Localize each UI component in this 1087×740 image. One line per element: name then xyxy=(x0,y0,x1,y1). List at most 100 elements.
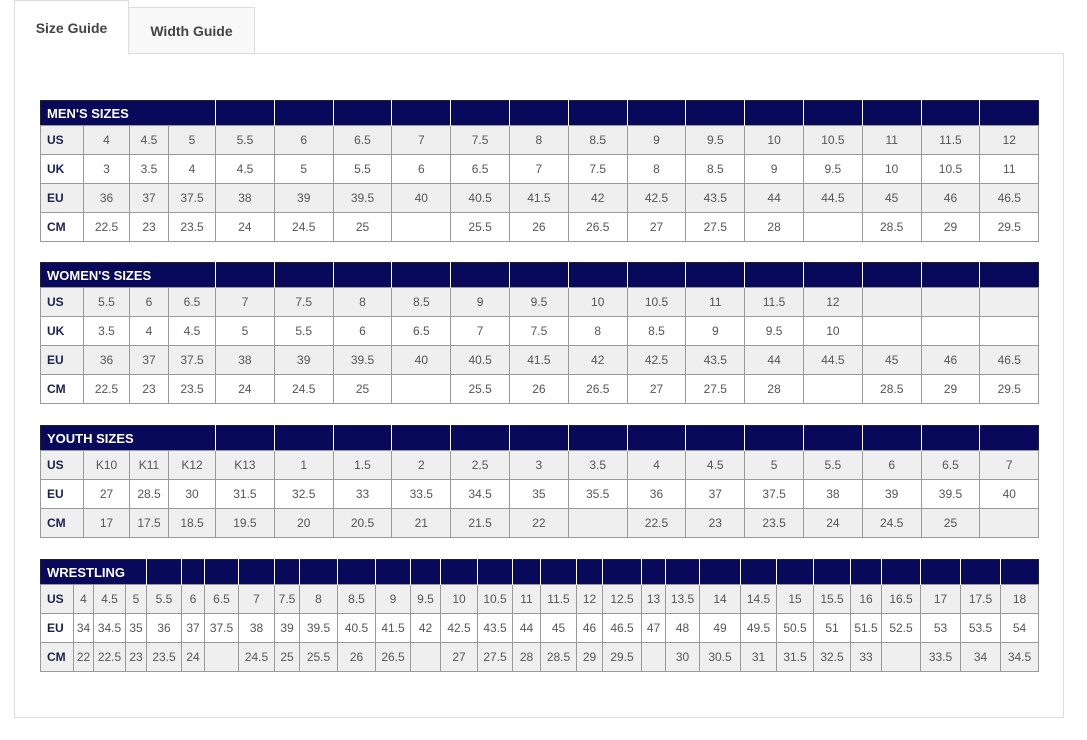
size-cell: 41.5 xyxy=(509,345,569,375)
header-cell xyxy=(626,425,686,451)
size-cell: 49.5 xyxy=(740,613,777,643)
tab-size-guide[interactable]: Size Guide xyxy=(14,0,129,54)
size-cell: 10 xyxy=(567,287,628,317)
size-cell xyxy=(204,642,239,672)
row-label: CM xyxy=(40,374,84,404)
header-cell xyxy=(861,100,922,126)
size-cell: 37.5 xyxy=(204,613,239,643)
size-cell: 28 xyxy=(744,212,804,242)
size-cell: 33.5 xyxy=(391,479,452,509)
table-row: CM 22 22.5 23 23.5 24 24.5 25 25.5 26 26.5 27 27.5 28… xyxy=(40,642,1039,672)
size-cell: 3.5 xyxy=(567,450,628,480)
header-cell xyxy=(920,262,980,288)
header-cell xyxy=(744,100,804,126)
size-cell: 43.5 xyxy=(685,183,746,213)
size-cell: 7 xyxy=(509,154,569,184)
tab-width-guide[interactable]: Width Guide xyxy=(128,7,255,53)
size-cell: 38 xyxy=(215,183,275,213)
size-cell: 14.5 xyxy=(740,584,777,614)
size-cell: 16.5 xyxy=(881,584,921,614)
size-cell: 42 xyxy=(567,183,628,213)
size-cell: 45 xyxy=(540,613,577,643)
size-cell: 7.5 xyxy=(509,316,569,346)
size-cell: 11 xyxy=(512,584,541,614)
size-cell: 4.5 xyxy=(167,316,217,346)
size-cell: 17.5 xyxy=(960,584,1001,614)
size-cell: 8 xyxy=(626,154,687,184)
size-cell: 28.5 xyxy=(861,212,922,242)
size-cell: 6.5 xyxy=(204,584,239,614)
size-cell: 40 xyxy=(979,479,1040,509)
table-header-row: WOMEN'S SIZES xyxy=(40,262,1039,288)
wrestling-table: WRESTLING US 4 4.5 5 5.5 6 6.5 7 7.5 8 8.5 9 9.5 10 10.… xyxy=(40,559,1039,672)
size-cell: 8.5 xyxy=(567,125,628,155)
header-cell xyxy=(881,559,921,585)
size-cell: 37 xyxy=(181,613,205,643)
size-cell: 41.5 xyxy=(375,613,411,643)
size-cell: 26 xyxy=(509,374,569,404)
size-cell: 4.5 xyxy=(215,154,275,184)
size-cell: 33.5 xyxy=(920,642,961,672)
size-cell: 6.5 xyxy=(450,154,510,184)
size-cell: 5 xyxy=(215,316,275,346)
header-cell xyxy=(440,559,478,585)
size-cell: 37.5 xyxy=(167,183,217,213)
header-cell xyxy=(744,425,804,451)
size-cell: 27.5 xyxy=(685,374,746,404)
header-cell xyxy=(744,262,804,288)
size-cell: 24 xyxy=(215,212,275,242)
header-cell xyxy=(181,559,205,585)
size-cell: 16 xyxy=(850,584,882,614)
size-cell: 8.5 xyxy=(685,154,746,184)
size-cell: 46.5 xyxy=(979,345,1040,375)
size-cell: 25.5 xyxy=(450,374,511,404)
header-cell xyxy=(685,425,745,451)
size-cell: 14 xyxy=(699,584,741,614)
table-row: CM 22.5 23 23.5 24 24.5 25 25.5 26 26.5 27 27.5 28 28… xyxy=(40,374,1040,404)
header-cell xyxy=(813,559,851,585)
size-cell: 29 xyxy=(920,212,981,242)
size-cell: 36 xyxy=(626,479,687,509)
size-cell: 23 xyxy=(129,212,169,242)
size-cell: 24.5 xyxy=(273,212,334,242)
header-cell xyxy=(920,425,980,451)
size-cell: 26 xyxy=(509,212,569,242)
header-cell xyxy=(391,425,451,451)
size-cell: 11 xyxy=(685,287,746,317)
size-cell: 45 xyxy=(861,345,922,375)
header-cell xyxy=(979,100,1039,126)
size-cell: 11 xyxy=(861,125,922,155)
header-cell xyxy=(960,559,1001,585)
size-cell: 8 xyxy=(509,125,569,155)
size-cell: 6 xyxy=(391,154,452,184)
size-cell: K10 xyxy=(83,450,130,480)
header-cell xyxy=(450,262,510,288)
header-cell xyxy=(699,559,741,585)
header-cell xyxy=(332,100,392,126)
table-title: YOUTH SIZES xyxy=(40,425,216,451)
header-cell xyxy=(512,559,541,585)
table-header-row: WRESTLING xyxy=(40,559,1039,585)
size-cell: 39.5 xyxy=(332,345,393,375)
size-cell: 37 xyxy=(129,183,169,213)
size-cell: 39 xyxy=(273,183,334,213)
size-cell xyxy=(881,642,921,672)
table-row: US K10 K11 K12 K13 1 1.5 2 2.5 3 3.5 4 4.5 5 5.5 6 6.5 7 xyxy=(40,450,1040,480)
header-cell xyxy=(567,262,628,288)
size-cell: 28 xyxy=(744,374,804,404)
size-cell: 5.5 xyxy=(83,287,130,317)
header-cell xyxy=(602,559,642,585)
size-cell: 15 xyxy=(776,584,814,614)
size-cell: 12 xyxy=(576,584,603,614)
size-cell: 5 xyxy=(125,584,147,614)
header-cell xyxy=(204,559,239,585)
size-cell: 6 xyxy=(181,584,205,614)
row-label: UK xyxy=(40,316,84,346)
table-row: UK 3 3.5 4 4.5 5 5.5 6 6.5 7 7.5 8 8.5 9 9.5 10 10.5 11 xyxy=(40,154,1040,184)
size-cell: 46 xyxy=(920,345,981,375)
size-cell: 27.5 xyxy=(685,212,746,242)
size-cell: 4 xyxy=(167,154,217,184)
header-cell xyxy=(274,559,300,585)
header-cell xyxy=(850,559,882,585)
size-cell: 33 xyxy=(332,479,393,509)
